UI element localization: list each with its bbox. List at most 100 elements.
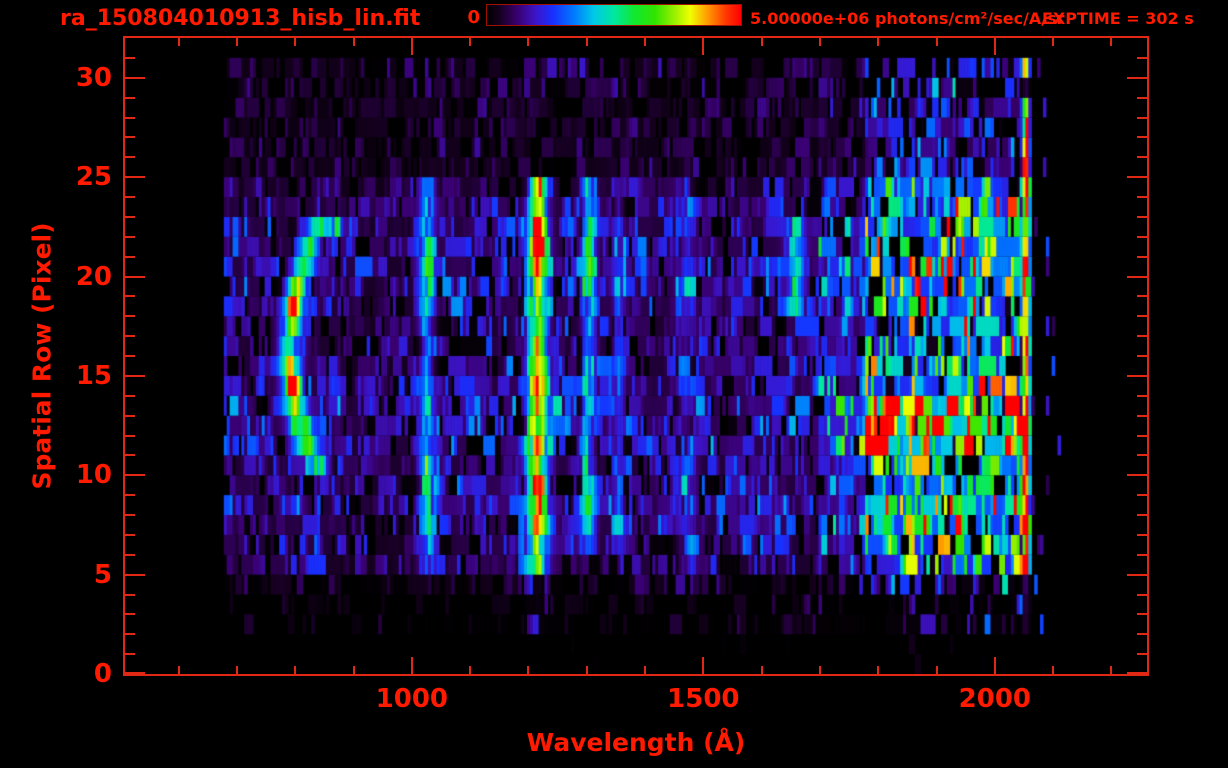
- axis-tick: [1127, 76, 1147, 79]
- axis-tick: [1137, 295, 1147, 298]
- axis-tick: [294, 38, 297, 46]
- axis-tick: [235, 38, 238, 46]
- axis-tick: [1127, 374, 1147, 377]
- axis-tick: [125, 156, 135, 159]
- y-tick-label: 15: [75, 360, 112, 391]
- axis-tick: [1127, 275, 1147, 278]
- axis-tick: [352, 666, 355, 674]
- axis-tick: [125, 136, 135, 139]
- axis-tick: [1137, 215, 1147, 218]
- axis-tick: [125, 196, 135, 198]
- axis-tick: [410, 657, 413, 674]
- axis-tick: [125, 414, 135, 417]
- colorbar-max-label: 5.00000e+06 photons/cm²/sec/A/sr: [750, 9, 1065, 28]
- exptime-label: EXPTIME = 302 s: [1042, 9, 1194, 28]
- axis-tick: [935, 38, 938, 46]
- axis-tick: [125, 653, 135, 656]
- axis-tick: [877, 38, 880, 46]
- axis-tick: [1137, 315, 1147, 318]
- axis-tick: [1052, 666, 1055, 674]
- axis-tick: [527, 666, 530, 674]
- axis-tick: [125, 116, 135, 119]
- axis-tick: [1052, 38, 1055, 46]
- axis-tick: [125, 315, 135, 318]
- x-tick-label: 2000: [958, 684, 1032, 714]
- axis-tick: [1137, 434, 1147, 437]
- axis-tick: [1137, 96, 1147, 99]
- axis-tick: [177, 666, 180, 674]
- axis-tick: [125, 533, 135, 536]
- axis-tick: [125, 176, 145, 179]
- axis-tick: [125, 553, 135, 556]
- axis-tick: [125, 96, 135, 99]
- axis-tick: [294, 666, 297, 674]
- axis-tick: [1137, 394, 1147, 397]
- axis-tick: [1137, 355, 1147, 357]
- axis-tick: [1137, 533, 1147, 536]
- axis-tick: [125, 514, 135, 516]
- axis-tick: [125, 434, 135, 437]
- axis-tick: [125, 454, 135, 457]
- spectrum-heatmap: [125, 38, 1147, 674]
- axis-tick: [1127, 176, 1147, 179]
- axis-tick: [1137, 255, 1147, 258]
- axis-tick: [125, 573, 145, 576]
- axis-tick: [585, 666, 588, 674]
- axis-tick: [1137, 56, 1147, 59]
- axis-tick: [1137, 633, 1147, 636]
- axis-tick: [760, 666, 763, 674]
- axis-tick: [125, 474, 145, 477]
- axis-tick: [125, 295, 135, 298]
- axis-tick: [469, 38, 472, 46]
- axis-tick: [125, 355, 135, 357]
- axis-tick: [235, 666, 238, 674]
- axis-tick: [1110, 666, 1113, 674]
- y-tick-label: 30: [75, 62, 112, 93]
- axis-tick: [1137, 335, 1147, 338]
- axis-tick: [1137, 514, 1147, 516]
- axis-tick: [993, 38, 996, 55]
- axis-tick: [993, 657, 996, 674]
- axis-tick: [644, 666, 647, 674]
- axis-tick: [352, 38, 355, 46]
- axis-tick: [1127, 672, 1147, 674]
- axis-tick: [935, 666, 938, 674]
- axis-tick: [1127, 573, 1147, 576]
- axis-tick: [1110, 38, 1113, 46]
- axis-tick: [125, 633, 135, 636]
- axis-tick: [125, 235, 135, 238]
- x-axis-title: Wavelength (Å): [526, 728, 746, 757]
- axis-tick: [125, 394, 135, 397]
- axis-tick: [125, 374, 145, 377]
- axis-tick: [585, 38, 588, 46]
- y-tick-label: 25: [75, 162, 112, 193]
- axis-tick: [1137, 653, 1147, 656]
- y-tick-label: 0: [93, 659, 112, 689]
- colorbar-gradient: [486, 4, 742, 26]
- axis-tick: [1137, 136, 1147, 139]
- axis-tick: [177, 38, 180, 46]
- axis-tick: [1137, 454, 1147, 457]
- y-tick-label: 10: [75, 460, 112, 491]
- axis-tick: [702, 38, 705, 55]
- axis-tick: [1137, 494, 1147, 497]
- file-title: ra_150804010913_hisb_lin.fit: [60, 6, 421, 31]
- y-tick-label: 20: [75, 261, 112, 292]
- plot-frame: [123, 36, 1149, 676]
- axis-tick: [410, 38, 413, 55]
- x-tick-label: 1000: [375, 684, 449, 714]
- axis-tick: [125, 56, 135, 59]
- axis-tick: [818, 666, 821, 674]
- axis-tick: [702, 657, 705, 674]
- y-tick-label: 5: [93, 559, 112, 590]
- axis-tick: [1127, 474, 1147, 477]
- axis-tick: [469, 666, 472, 674]
- colorbar-min-label: 0: [467, 7, 480, 28]
- axis-tick: [125, 76, 145, 79]
- axis-tick: [818, 38, 821, 46]
- axis-tick: [1137, 116, 1147, 119]
- axis-tick: [125, 494, 135, 497]
- axis-tick: [125, 275, 145, 278]
- axis-tick: [644, 38, 647, 46]
- axis-tick: [1137, 553, 1147, 556]
